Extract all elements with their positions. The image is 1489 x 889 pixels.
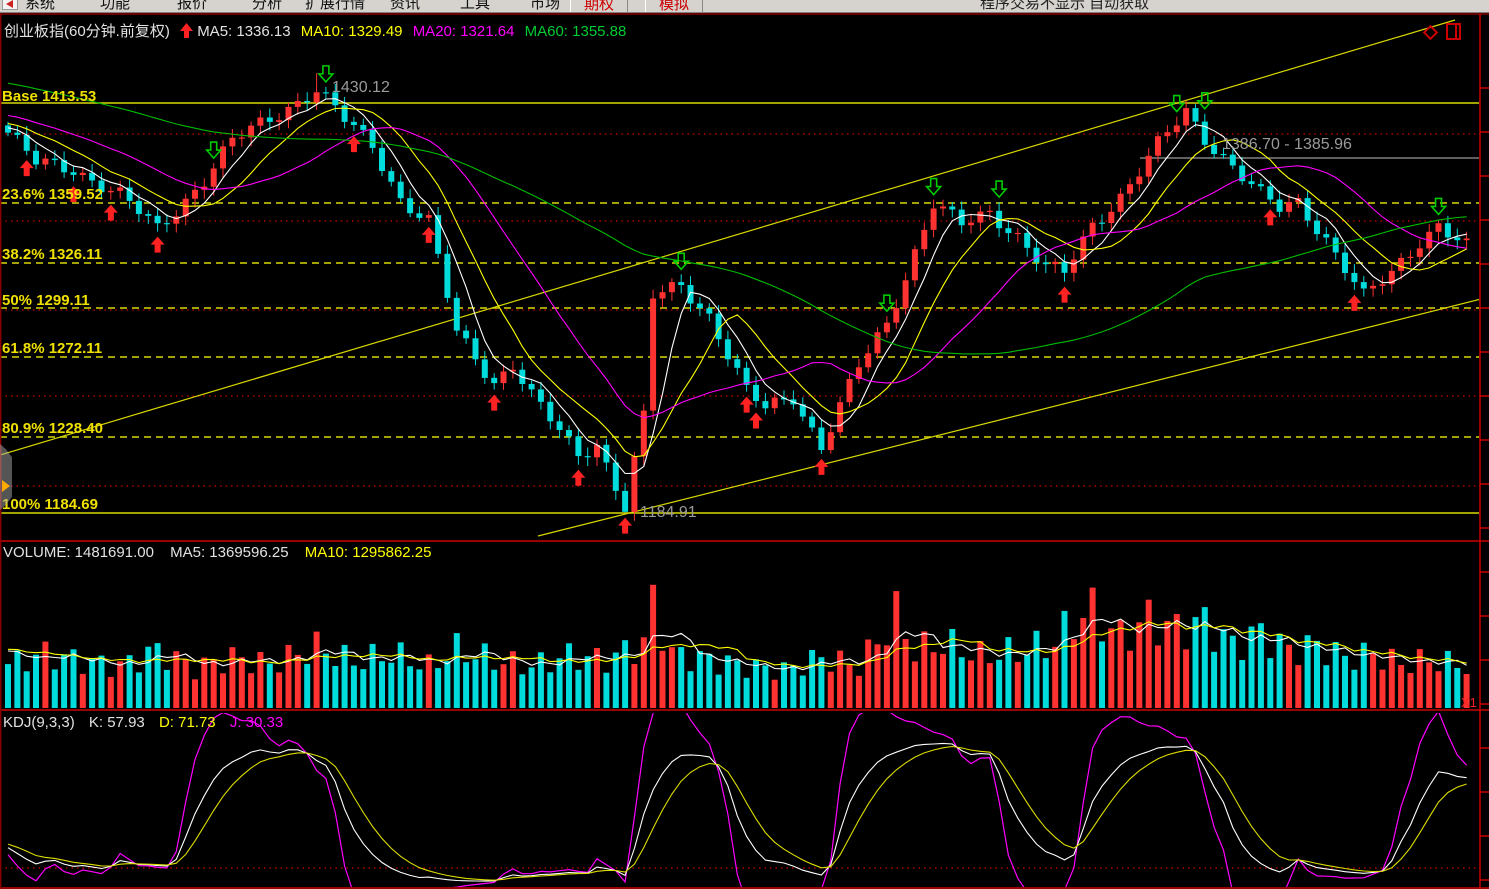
menu-item-news[interactable]: 资讯 [390, 0, 421, 12]
sell-arrow-icon [878, 294, 896, 313]
menu-item-market[interactable]: 市场 [530, 0, 561, 12]
buy-arrow-icon [814, 458, 829, 475]
split-window-icon[interactable] [1446, 23, 1461, 40]
signal-arrows [19, 65, 1448, 534]
buy-arrow-icon [487, 394, 502, 411]
buy-arrow-icon [739, 396, 754, 413]
buy-arrow-icon [19, 160, 34, 177]
buy-arrow-icon [103, 204, 118, 221]
ma-lines [7, 82, 1467, 475]
menu-item-system[interactable]: 系统 [25, 0, 56, 12]
buy-arrow-icon [749, 412, 763, 429]
kdj-lines [1, 713, 1479, 887]
menu-button-simulation[interactable]: 模拟 [645, 0, 703, 12]
buy-arrow-icon [421, 226, 436, 243]
buy-arrow-icon [66, 186, 81, 203]
buy-arrow-icon [346, 136, 361, 153]
buy-arrow-icon [1057, 286, 1072, 303]
buy-arrow-icon [618, 517, 633, 534]
sell-arrow-icon [204, 141, 223, 160]
menu-button-options[interactable]: 期权 [570, 0, 628, 12]
app-logo-icon[interactable] [2, 0, 18, 10]
menu-status-text: 程序交易不显示 自动获取 [980, 0, 1150, 12]
sidebar-expand-handle[interactable] [0, 444, 12, 510]
sell-arrow-icon [1429, 197, 1448, 216]
volume-bars [5, 584, 1470, 708]
menu-item-function[interactable]: 功能 [100, 0, 131, 12]
buy-arrow-icon [150, 236, 165, 253]
menu-item-tools[interactable]: 工具 [460, 0, 491, 12]
sell-arrow-icon [1167, 94, 1186, 113]
menu-item-extended-quotes[interactable]: 扩展行情 [305, 0, 366, 12]
sell-arrow-icon [1196, 91, 1214, 110]
sell-arrow-icon [317, 65, 335, 84]
main-pane-grid [1, 19, 1479, 537]
volume-scale-toggle[interactable]: X1 [1461, 695, 1477, 710]
menu-item-analysis[interactable]: 分析 [252, 0, 283, 12]
buy-arrow-icon [1263, 209, 1278, 226]
sell-arrow-icon [924, 177, 943, 196]
menu-item-quotes[interactable]: 报价 [177, 0, 208, 12]
candlesticks [5, 73, 1470, 521]
sell-arrow-icon [990, 180, 1008, 199]
buy-arrow-icon [571, 469, 586, 486]
buy-arrow-icon [1347, 294, 1362, 311]
sell-arrow-icon [672, 252, 690, 271]
menu-bar: 系统 功能 报价 分析 扩展行情 资讯 工具 市场 期权 模拟 程序交易不显示 … [0, 0, 1489, 13]
